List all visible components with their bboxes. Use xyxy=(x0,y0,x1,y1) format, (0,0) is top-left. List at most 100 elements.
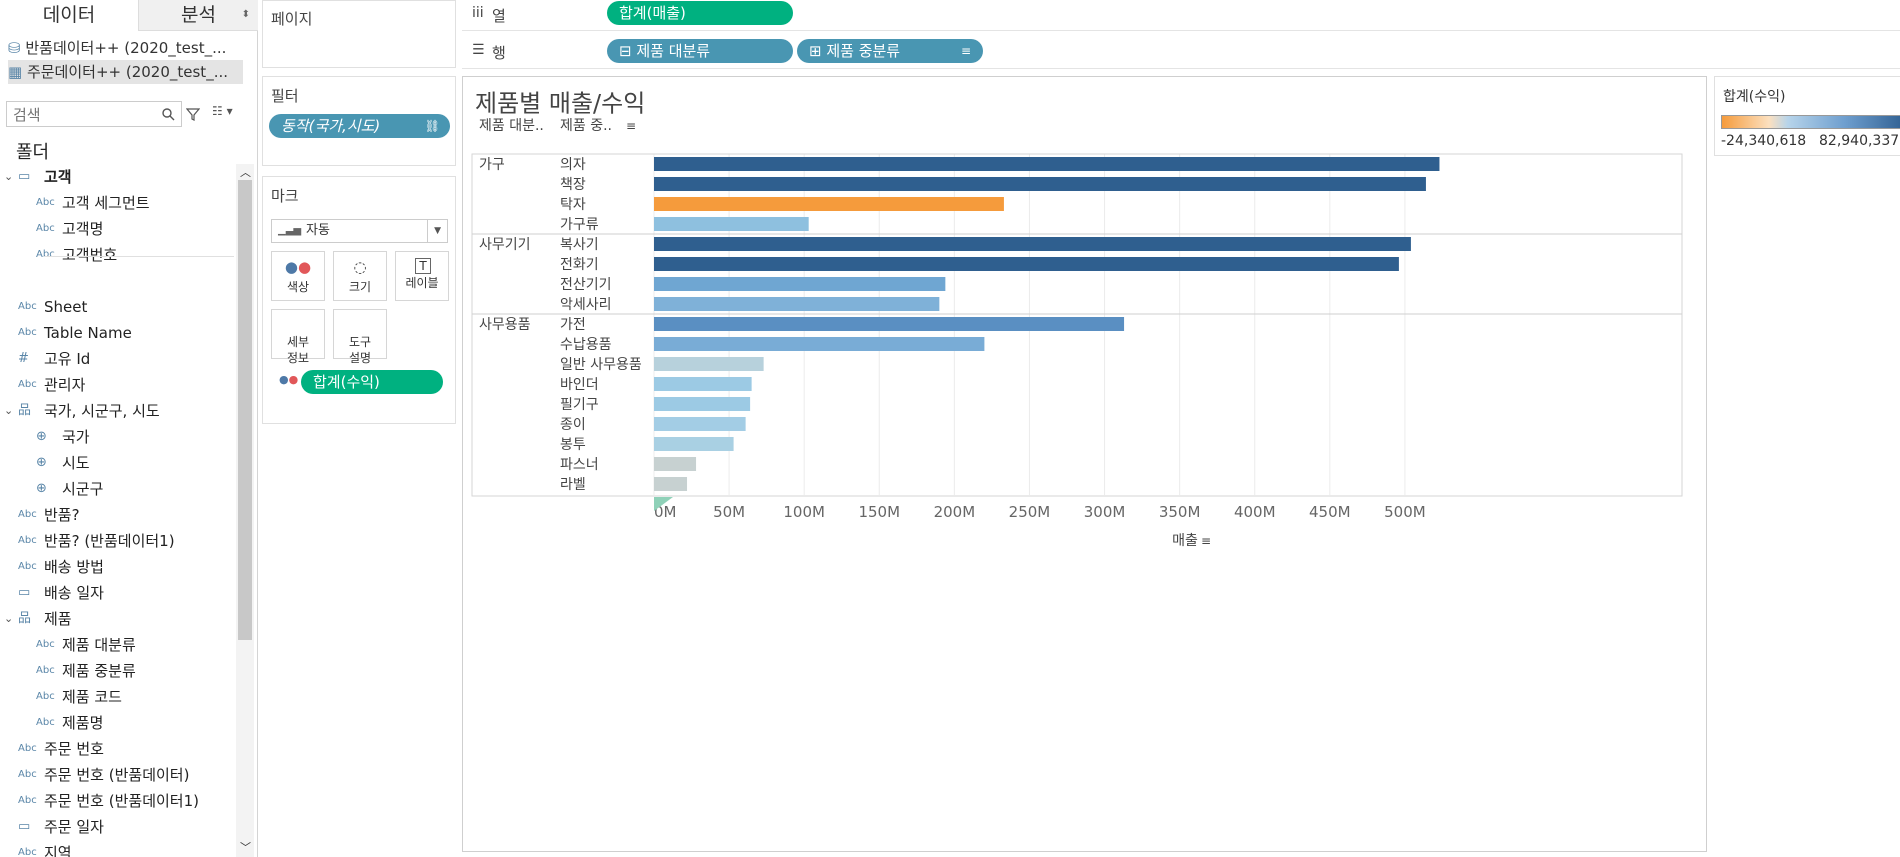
field-label: 제품 대분류 xyxy=(62,636,136,654)
tab-data[interactable]: 데이터 xyxy=(0,0,138,30)
field-item[interactable]: Abc 주문 번호 (반품데이터1) xyxy=(0,788,235,814)
field-item[interactable]: Abc 제품 코드 xyxy=(0,684,235,710)
detail-button[interactable]: 세부 정보 xyxy=(271,309,325,365)
field-label: 주문 번호 (반품데이터1) xyxy=(44,792,199,810)
row-header-category: 제품 대분.. xyxy=(479,118,544,134)
category-label: 탁자 xyxy=(560,197,586,213)
grid-icon: ▦ xyxy=(8,63,27,81)
rows-pill-category[interactable]: ⊟ 제품 대분류 xyxy=(607,39,793,63)
x-tick-label: 0M xyxy=(654,503,677,521)
field-item[interactable]: Abc Sheet xyxy=(0,294,235,320)
string-type-icon: Abc xyxy=(36,223,55,234)
mark-type-dropdown[interactable]: ▁▃▅ 자동 ▼ xyxy=(271,219,448,243)
field-item[interactable]: Abc 배송 방법 xyxy=(0,554,235,580)
calendar-icon: ▭ xyxy=(18,819,31,834)
bar xyxy=(654,357,764,371)
field-item[interactable]: Abc 주문 번호 (반품데이터) xyxy=(0,762,235,788)
cylinder-icon: ⛁ xyxy=(8,39,26,57)
legend-gradient[interactable] xyxy=(1721,115,1900,129)
field-item[interactable]: Abc 지역 xyxy=(0,840,235,857)
pages-shelf[interactable]: 페이지 xyxy=(262,0,456,68)
columns-pill[interactable]: 합계(매출) xyxy=(607,1,793,25)
x-tick-label: 50M xyxy=(713,503,745,521)
color-pill[interactable]: 합계(수익) xyxy=(301,370,443,394)
bar xyxy=(654,457,697,471)
marks-label: 마크 xyxy=(271,187,299,205)
rows-shelf[interactable]: ☰ 행 ⊟ 제품 대분류 ⊞ 제품 중분류 ≡ xyxy=(462,38,1900,69)
field-item[interactable]: Abc 제품명 xyxy=(0,710,235,736)
datasource-label: 반품데이터++ (2020_test_... xyxy=(25,39,227,57)
field-item[interactable]: Abc 관리자 xyxy=(0,372,235,398)
search-icon[interactable] xyxy=(161,107,175,121)
x-tick-label: 500M xyxy=(1384,503,1426,521)
globe-icon: ⊕ xyxy=(36,429,47,444)
field-label: Sheet xyxy=(44,298,88,316)
field-label: 지역 xyxy=(44,844,72,857)
field-label: 시군구 xyxy=(62,480,104,498)
field-item[interactable]: Abc 주문 번호 xyxy=(0,736,235,762)
viz-area: 제품별 매출/수익 제품 대분.. 제품 중.. ≡ 가구 의자 책장 탁자 가구류 사무기기 복사… xyxy=(462,76,1707,852)
field-item[interactable]: ⌄ ▭ 고객 xyxy=(0,164,235,190)
color-button[interactable]: ●● 색상 xyxy=(271,251,325,301)
field-item[interactable]: ▭ 주문 일자 xyxy=(0,814,235,840)
scrollbar-thumb[interactable] xyxy=(238,180,252,640)
field-item[interactable]: ⊕ 국가 xyxy=(0,424,235,450)
field-item[interactable]: Abc 고객번호 xyxy=(0,242,235,268)
field-item[interactable]: Abc Table Name xyxy=(0,320,235,346)
field-item[interactable]: ⊕ 시군구 xyxy=(0,476,235,502)
field-item[interactable]: Abc 제품 중분류 xyxy=(0,658,235,684)
field-item[interactable]: ⌄ 品 국가, 시군구, 시도 xyxy=(0,398,235,424)
string-type-icon: Abc xyxy=(18,769,37,780)
field-item[interactable]: Abc 제품 대분류 xyxy=(0,632,235,658)
folder-icon: ▭ xyxy=(18,169,31,184)
axis-origin-marker xyxy=(654,497,673,511)
field-label: 고객 xyxy=(44,168,72,186)
field-item[interactable]: ⊕ 시도 xyxy=(0,450,235,476)
x-tick-label: 100M xyxy=(783,503,825,521)
marks-card: 마크 ▁▃▅ 자동 ▼ ●● 색상 ◌ 크기 T 레이블 세부 정보 도구 설명… xyxy=(262,176,456,424)
field-label: 고객번호 xyxy=(62,246,118,264)
rows-pill-subcategory[interactable]: ⊞ 제품 중분류 ≡ xyxy=(797,39,983,63)
bar xyxy=(654,257,1399,271)
field-item[interactable]: Abc 고객 세그먼트 xyxy=(0,190,235,216)
search-box[interactable] xyxy=(6,101,182,127)
scrollbar[interactable]: ︿ ﹀ xyxy=(236,164,254,857)
field-item[interactable]: Abc 반품? xyxy=(0,502,235,528)
bar xyxy=(654,177,1426,191)
field-item[interactable]: ▭ 배송 일자 xyxy=(0,580,235,606)
field-item[interactable]: Abc 고객명 xyxy=(0,216,235,242)
view-options-icon[interactable]: ☷ ▾ xyxy=(212,104,233,118)
tab-data-underline xyxy=(0,29,138,31)
bar xyxy=(654,477,688,491)
collapse-toggle-icon[interactable]: ⌄ xyxy=(4,404,14,417)
field-item[interactable]: # 고유 Id xyxy=(0,346,235,372)
columns-shelf[interactable]: iii 열 합계(매출) xyxy=(462,0,1900,31)
scroll-down-icon[interactable]: ﹀ xyxy=(240,841,251,854)
filters-shelf[interactable]: 필터 동작(국가,시도) ⛓ xyxy=(262,76,456,166)
field-label: 국가 xyxy=(62,428,90,446)
string-type-icon: Abc xyxy=(18,561,37,572)
datasource-item[interactable]: ⛁ 반품데이터++ (2020_test_... xyxy=(8,36,243,60)
tab-analysis[interactable]: 분석 ⬍ xyxy=(138,0,258,31)
search-input[interactable] xyxy=(11,103,155,127)
category-label: 라벨 xyxy=(560,477,586,493)
collapse-toggle-icon[interactable]: ⌄ xyxy=(4,612,14,625)
field-label: 시도 xyxy=(62,454,90,472)
pages-label: 페이지 xyxy=(271,10,313,28)
field-item[interactable]: ⌄ 品 제품 xyxy=(0,606,235,632)
filter-icon[interactable] xyxy=(186,107,200,121)
collapse-toggle-icon[interactable]: ⌄ xyxy=(4,170,14,183)
bar-chart-icon: ▁▃▅ xyxy=(278,225,302,236)
filter-pill[interactable]: 동작(국가,시도) ⛓ xyxy=(269,114,450,138)
field-label: 국가, 시군구, 시도 xyxy=(44,402,160,420)
category-label: 가구류 xyxy=(560,217,599,233)
scroll-up-icon[interactable]: ︿ xyxy=(240,166,251,179)
size-button[interactable]: ◌ 크기 xyxy=(333,251,387,301)
label-button[interactable]: T 레이블 xyxy=(395,251,449,301)
datasource-item[interactable]: ▦ 주문데이터++ (2020_test_... xyxy=(8,60,243,84)
field-item[interactable]: Abc 반품? (반품데이터1) xyxy=(0,528,235,554)
tooltip-button[interactable]: 도구 설명 xyxy=(333,309,387,365)
x-tick-label: 150M xyxy=(858,503,900,521)
x-axis-label: 매출 xyxy=(1172,533,1198,549)
